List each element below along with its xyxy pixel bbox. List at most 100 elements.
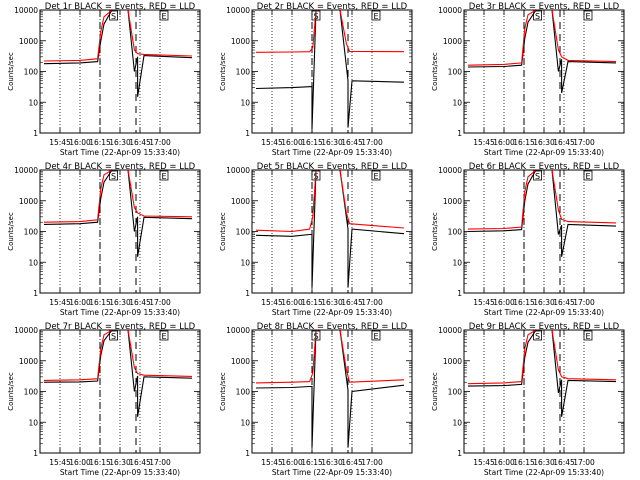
x-tick-label: 17:00	[149, 458, 171, 467]
panel-title: Det 9r BLACK = Events, RED = LLD	[469, 322, 620, 332]
y-tick-label: 10000	[438, 326, 462, 335]
x-tick-label: 17:00	[573, 138, 595, 147]
y-tick-label: 100	[24, 68, 39, 77]
x-tick-label: 16:00	[493, 298, 515, 307]
x-tick-label: 16:15	[301, 458, 323, 467]
panel-title: Det 8r BLACK = Events, RED = LLD	[257, 322, 408, 332]
y-axis-label: Counts/sec	[431, 212, 439, 251]
events-series-line	[43, 169, 193, 257]
flag-marker	[583, 10, 593, 21]
flag-label: E	[161, 12, 166, 21]
x-tick-label: 16:30	[321, 138, 343, 147]
y-axis-label: Counts/sec	[431, 372, 439, 411]
lld-series-line	[467, 169, 617, 230]
y-tick-label: 1000	[443, 357, 462, 366]
x-tick-label: 16:00	[493, 138, 515, 147]
x-tick-label: 15:45	[473, 298, 495, 307]
y-tick-label: 1	[33, 449, 38, 458]
y-tick-label: 10	[452, 418, 462, 427]
y-tick-label: 1	[245, 129, 250, 138]
events-series-line	[467, 169, 617, 257]
x-tick-label: 16:15	[301, 298, 323, 307]
y-tick-label: 100	[236, 68, 251, 77]
events-series-line	[467, 329, 617, 417]
y-tick-label: 100	[24, 228, 39, 237]
x-tick-label: 16:30	[321, 298, 343, 307]
x-tick-label: 16:45	[553, 458, 575, 467]
x-tick-label: 16:00	[281, 458, 303, 467]
x-tick-label: 17:00	[361, 458, 383, 467]
y-tick-label: 100	[236, 388, 251, 397]
x-tick-label: 16:30	[109, 138, 131, 147]
x-tick-label: 17:00	[361, 298, 383, 307]
y-tick-label: 100	[448, 68, 463, 77]
flag-label: E	[373, 172, 378, 181]
y-tick-label: 10000	[226, 326, 250, 335]
x-axis-label: Start Time (22-Apr-09 15:33:40)	[484, 148, 604, 157]
y-tick-label: 10	[240, 258, 250, 267]
x-axis-label: Start Time (22-Apr-09 15:33:40)	[60, 148, 180, 157]
y-tick-label: 10	[28, 258, 38, 267]
x-tick-label: 15:45	[49, 138, 71, 147]
flag-marker	[533, 10, 542, 21]
y-tick-label: 1000	[19, 37, 38, 46]
y-axis-label: Counts/sec	[219, 212, 227, 251]
x-tick-label: 17:00	[573, 458, 595, 467]
lld-series-line	[255, 329, 405, 384]
x-axis-label: Start Time (22-Apr-09 15:33:40)	[272, 308, 392, 317]
events-series-line	[255, 329, 405, 448]
x-tick-label: 17:00	[149, 298, 171, 307]
events-series-line	[255, 169, 405, 288]
flag-label: S	[111, 172, 116, 181]
flag-marker	[109, 330, 118, 341]
y-tick-label: 1000	[231, 197, 250, 206]
x-tick-label: 16:15	[89, 298, 111, 307]
y-axis-label: Counts/sec	[7, 372, 15, 411]
y-tick-label: 1000	[19, 197, 38, 206]
panel-title: Det 2r BLACK = Events, RED = LLD	[257, 2, 408, 12]
flag-marker	[533, 170, 542, 181]
panel-title: Det 6r BLACK = Events, RED = LLD	[469, 162, 620, 172]
panel-title: Det 5r BLACK = Events, RED = LLD	[257, 162, 408, 172]
y-tick-label: 10	[28, 418, 38, 427]
x-tick-label: 15:45	[473, 458, 495, 467]
flag-marker	[583, 170, 593, 181]
y-tick-label: 10	[28, 98, 38, 107]
x-tick-label: 15:45	[261, 138, 283, 147]
lld-series-line	[43, 329, 193, 381]
y-tick-label: 1000	[19, 357, 38, 366]
flag-label: E	[373, 332, 378, 341]
flag-label: E	[161, 172, 166, 181]
flag-marker	[109, 10, 118, 21]
lld-series-line	[43, 9, 193, 62]
y-tick-label: 10000	[226, 6, 250, 15]
y-tick-label: 1	[33, 289, 38, 298]
y-tick-label: 1	[457, 129, 462, 138]
x-tick-label: 16:45	[129, 138, 151, 147]
x-tick-label: 16:15	[513, 298, 535, 307]
x-tick-label: 16:45	[553, 298, 575, 307]
x-axis-label: Start Time (22-Apr-09 15:33:40)	[272, 468, 392, 477]
x-tick-label: 16:00	[69, 298, 91, 307]
x-axis-label: Start Time (22-Apr-09 15:33:40)	[272, 148, 392, 157]
x-tick-label: 17:00	[149, 138, 171, 147]
flag-marker	[533, 330, 542, 341]
flag-label: E	[161, 332, 166, 341]
x-tick-label: 16:30	[533, 138, 555, 147]
x-tick-label: 16:45	[129, 458, 151, 467]
y-tick-label: 10	[452, 98, 462, 107]
x-tick-label: 16:30	[533, 458, 555, 467]
flag-marker	[371, 170, 381, 181]
x-tick-label: 16:00	[69, 138, 91, 147]
x-tick-label: 16:00	[281, 298, 303, 307]
x-tick-label: 15:45	[261, 298, 283, 307]
x-tick-label: 16:00	[281, 138, 303, 147]
x-tick-label: 16:45	[553, 138, 575, 147]
x-axis-label: Start Time (22-Apr-09 15:33:40)	[60, 468, 180, 477]
lld-series-line	[467, 329, 617, 385]
